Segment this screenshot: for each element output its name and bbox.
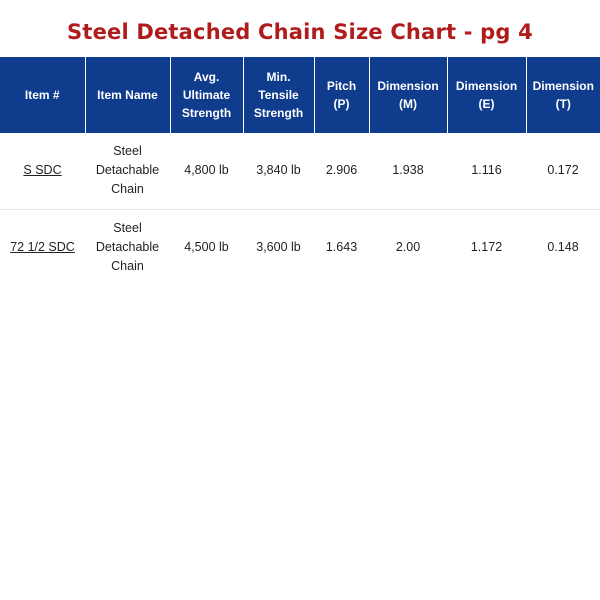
cell-pitch: 2.906 (314, 133, 369, 210)
cell-dimension-t: 0.172 (526, 133, 600, 210)
cell-dimension-t: 0.148 (547, 239, 579, 254)
cell-dimension-e: 1.116 (447, 133, 526, 210)
cell-item-name: Steel Detachable Chain (85, 133, 170, 210)
cell-dimension-e: 1.172 (470, 239, 503, 254)
cell-avg-ultimate-strength: 4,800 lb (170, 133, 243, 210)
table-header: Item # Item Name Avg. Ultimate Strength … (0, 57, 600, 133)
table-row: S SDC Steel Detachable Chain 4,800 lb 3,… (0, 133, 600, 210)
header-row: Item # Item Name Avg. Ultimate Strength … (0, 57, 600, 133)
item-link[interactable]: 72 1/2 SDC (10, 239, 75, 254)
cell-dimension-m: 1.938 (369, 133, 447, 210)
header-min-tensile-strength: Min. Tensile Strength (243, 57, 315, 133)
header-dimension-t: Dimension (T) (526, 57, 600, 133)
cell-avg-ultimate-strength: 4,500 lb (184, 239, 229, 254)
cell-item-number: S SDC (0, 133, 85, 210)
cell-item-number: 72 1/2 SDC (0, 209, 85, 285)
header-dimension-e: Dimension (E) (447, 57, 527, 133)
header-avg-ultimate-strength: Avg. Ultimate Strength (170, 57, 244, 133)
header-item-number: Item # (0, 57, 86, 133)
cell-dimension-m: 2.00 (395, 239, 421, 254)
cell-item-name: Steel Detachable Chain (95, 220, 160, 273)
page-title: Steel Detached Chain Size Chart - pg 4 (67, 20, 533, 44)
cell-min-tensile-strength: 3,840 lb (243, 133, 314, 210)
header-dimension-m: Dimension (M) (369, 57, 448, 133)
header-item-name: Item Name (85, 57, 171, 133)
header-pitch: Pitch (P) (314, 57, 370, 133)
table-row: 72 1/2 SDC Steel Detachable Chain 4,500 … (0, 209, 600, 285)
cell-min-tensile-strength: 3,600 lb (256, 239, 301, 254)
chain-size-table: Item # Item Name Avg. Ultimate Strength … (0, 57, 600, 285)
cell-pitch: 1.643 (325, 239, 358, 254)
table-body: S SDC Steel Detachable Chain 4,800 lb 3,… (0, 133, 600, 285)
item-link[interactable]: S SDC (23, 163, 62, 178)
